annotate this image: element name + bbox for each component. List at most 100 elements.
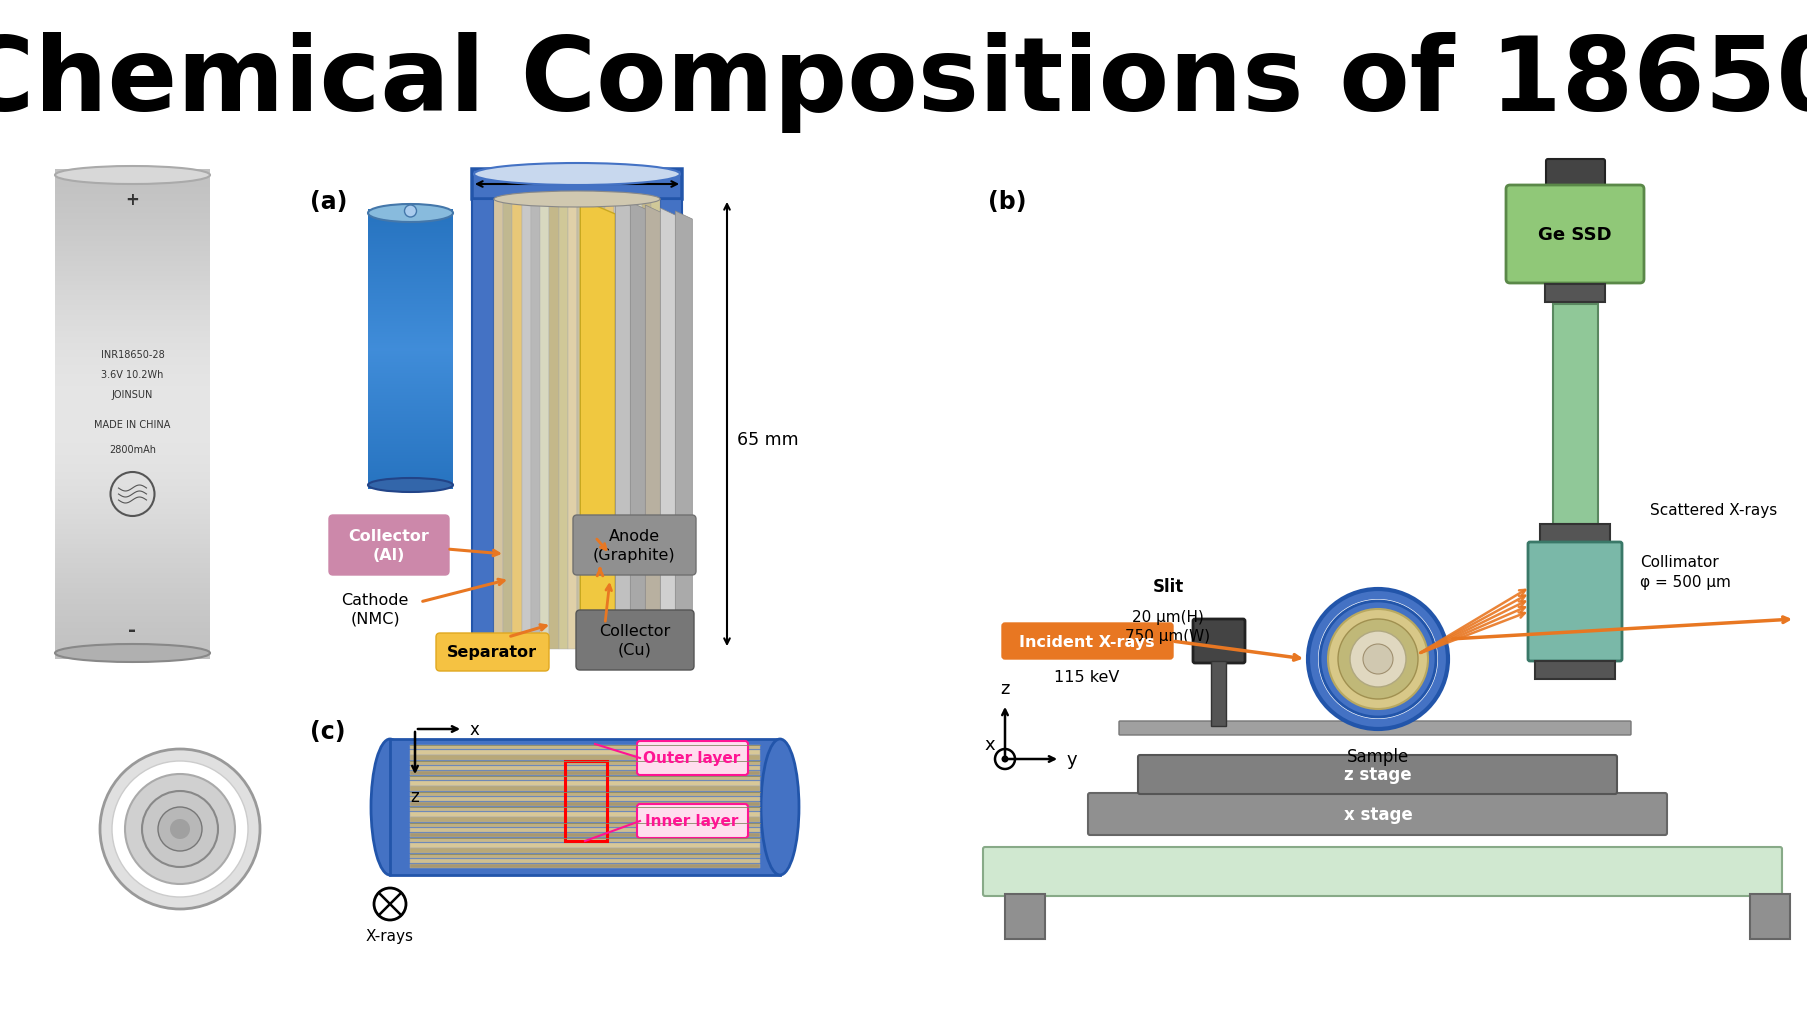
Bar xyxy=(369,262,454,263)
Bar xyxy=(54,634,210,636)
Bar xyxy=(54,640,210,642)
Bar xyxy=(369,436,454,437)
Bar xyxy=(369,376,454,377)
Bar xyxy=(369,315,454,316)
Bar xyxy=(54,590,210,591)
Bar xyxy=(54,350,210,351)
Bar xyxy=(54,621,210,622)
Bar xyxy=(54,487,210,488)
Bar xyxy=(54,541,210,542)
Bar xyxy=(54,498,210,499)
FancyBboxPatch shape xyxy=(573,516,696,575)
Bar xyxy=(54,440,210,441)
Bar xyxy=(369,487,454,488)
Bar xyxy=(369,247,454,248)
Bar xyxy=(54,574,210,575)
Bar xyxy=(369,307,454,309)
Bar xyxy=(369,423,454,424)
Bar xyxy=(54,619,210,620)
Bar xyxy=(54,248,210,249)
Text: Cathode
(NMC): Cathode (NMC) xyxy=(342,592,408,626)
Bar xyxy=(369,463,454,464)
Bar xyxy=(54,441,210,442)
Bar xyxy=(54,604,210,605)
Bar xyxy=(54,430,210,431)
Bar xyxy=(369,326,454,327)
Bar xyxy=(54,218,210,220)
Bar xyxy=(54,274,210,275)
Bar xyxy=(369,302,454,304)
Bar xyxy=(54,332,210,333)
Bar xyxy=(369,388,454,390)
Bar xyxy=(410,828,761,832)
Bar xyxy=(369,304,454,306)
Bar xyxy=(54,199,210,200)
Text: +: + xyxy=(125,191,139,209)
Bar xyxy=(54,611,210,612)
Bar xyxy=(54,610,210,611)
Bar xyxy=(54,592,210,593)
Bar xyxy=(54,240,210,241)
Text: 65 mm: 65 mm xyxy=(737,431,799,449)
Bar xyxy=(54,613,210,614)
Bar xyxy=(54,381,210,383)
Bar xyxy=(54,649,210,650)
Bar xyxy=(54,293,210,294)
Bar xyxy=(54,394,210,396)
Polygon shape xyxy=(631,203,647,646)
Bar xyxy=(369,415,454,416)
Bar xyxy=(54,526,210,527)
Bar xyxy=(54,500,210,501)
Bar xyxy=(54,302,210,304)
Bar xyxy=(369,377,454,378)
Bar xyxy=(54,266,210,267)
Bar xyxy=(410,853,761,858)
Bar xyxy=(54,385,210,387)
Bar xyxy=(54,547,210,548)
Bar xyxy=(54,228,210,229)
Bar xyxy=(54,633,210,635)
Bar xyxy=(369,372,454,373)
Bar xyxy=(54,335,210,336)
Bar xyxy=(54,549,210,551)
Bar xyxy=(369,269,454,270)
Bar xyxy=(54,657,210,658)
Bar xyxy=(54,343,210,344)
Bar xyxy=(54,447,210,448)
Bar xyxy=(54,607,210,608)
Bar xyxy=(54,286,210,287)
Bar xyxy=(369,427,454,428)
Polygon shape xyxy=(676,211,692,637)
Bar xyxy=(54,566,210,567)
Bar xyxy=(369,379,454,380)
Bar xyxy=(54,457,210,458)
Bar xyxy=(54,241,210,242)
Text: Collimator
φ = 500 μm: Collimator φ = 500 μm xyxy=(1641,554,1731,589)
Bar xyxy=(54,354,210,355)
Bar xyxy=(54,402,210,403)
Bar xyxy=(369,424,454,425)
Bar xyxy=(369,419,454,420)
Bar xyxy=(54,400,210,401)
FancyBboxPatch shape xyxy=(1547,160,1605,189)
Bar xyxy=(54,294,210,295)
Bar xyxy=(369,223,454,225)
Bar xyxy=(54,283,210,284)
Bar xyxy=(54,203,210,204)
Bar xyxy=(369,291,454,292)
Bar xyxy=(369,448,454,449)
Bar xyxy=(369,466,454,468)
Bar xyxy=(369,292,454,293)
Bar xyxy=(369,407,454,408)
FancyBboxPatch shape xyxy=(1193,620,1245,663)
Bar xyxy=(54,623,210,624)
Bar xyxy=(369,454,454,455)
Bar xyxy=(54,563,210,564)
Bar xyxy=(54,289,210,290)
Bar xyxy=(54,562,210,564)
Bar xyxy=(369,371,454,372)
Bar xyxy=(1005,894,1044,939)
Bar xyxy=(369,289,454,290)
Bar xyxy=(54,437,210,438)
Bar xyxy=(369,405,454,406)
